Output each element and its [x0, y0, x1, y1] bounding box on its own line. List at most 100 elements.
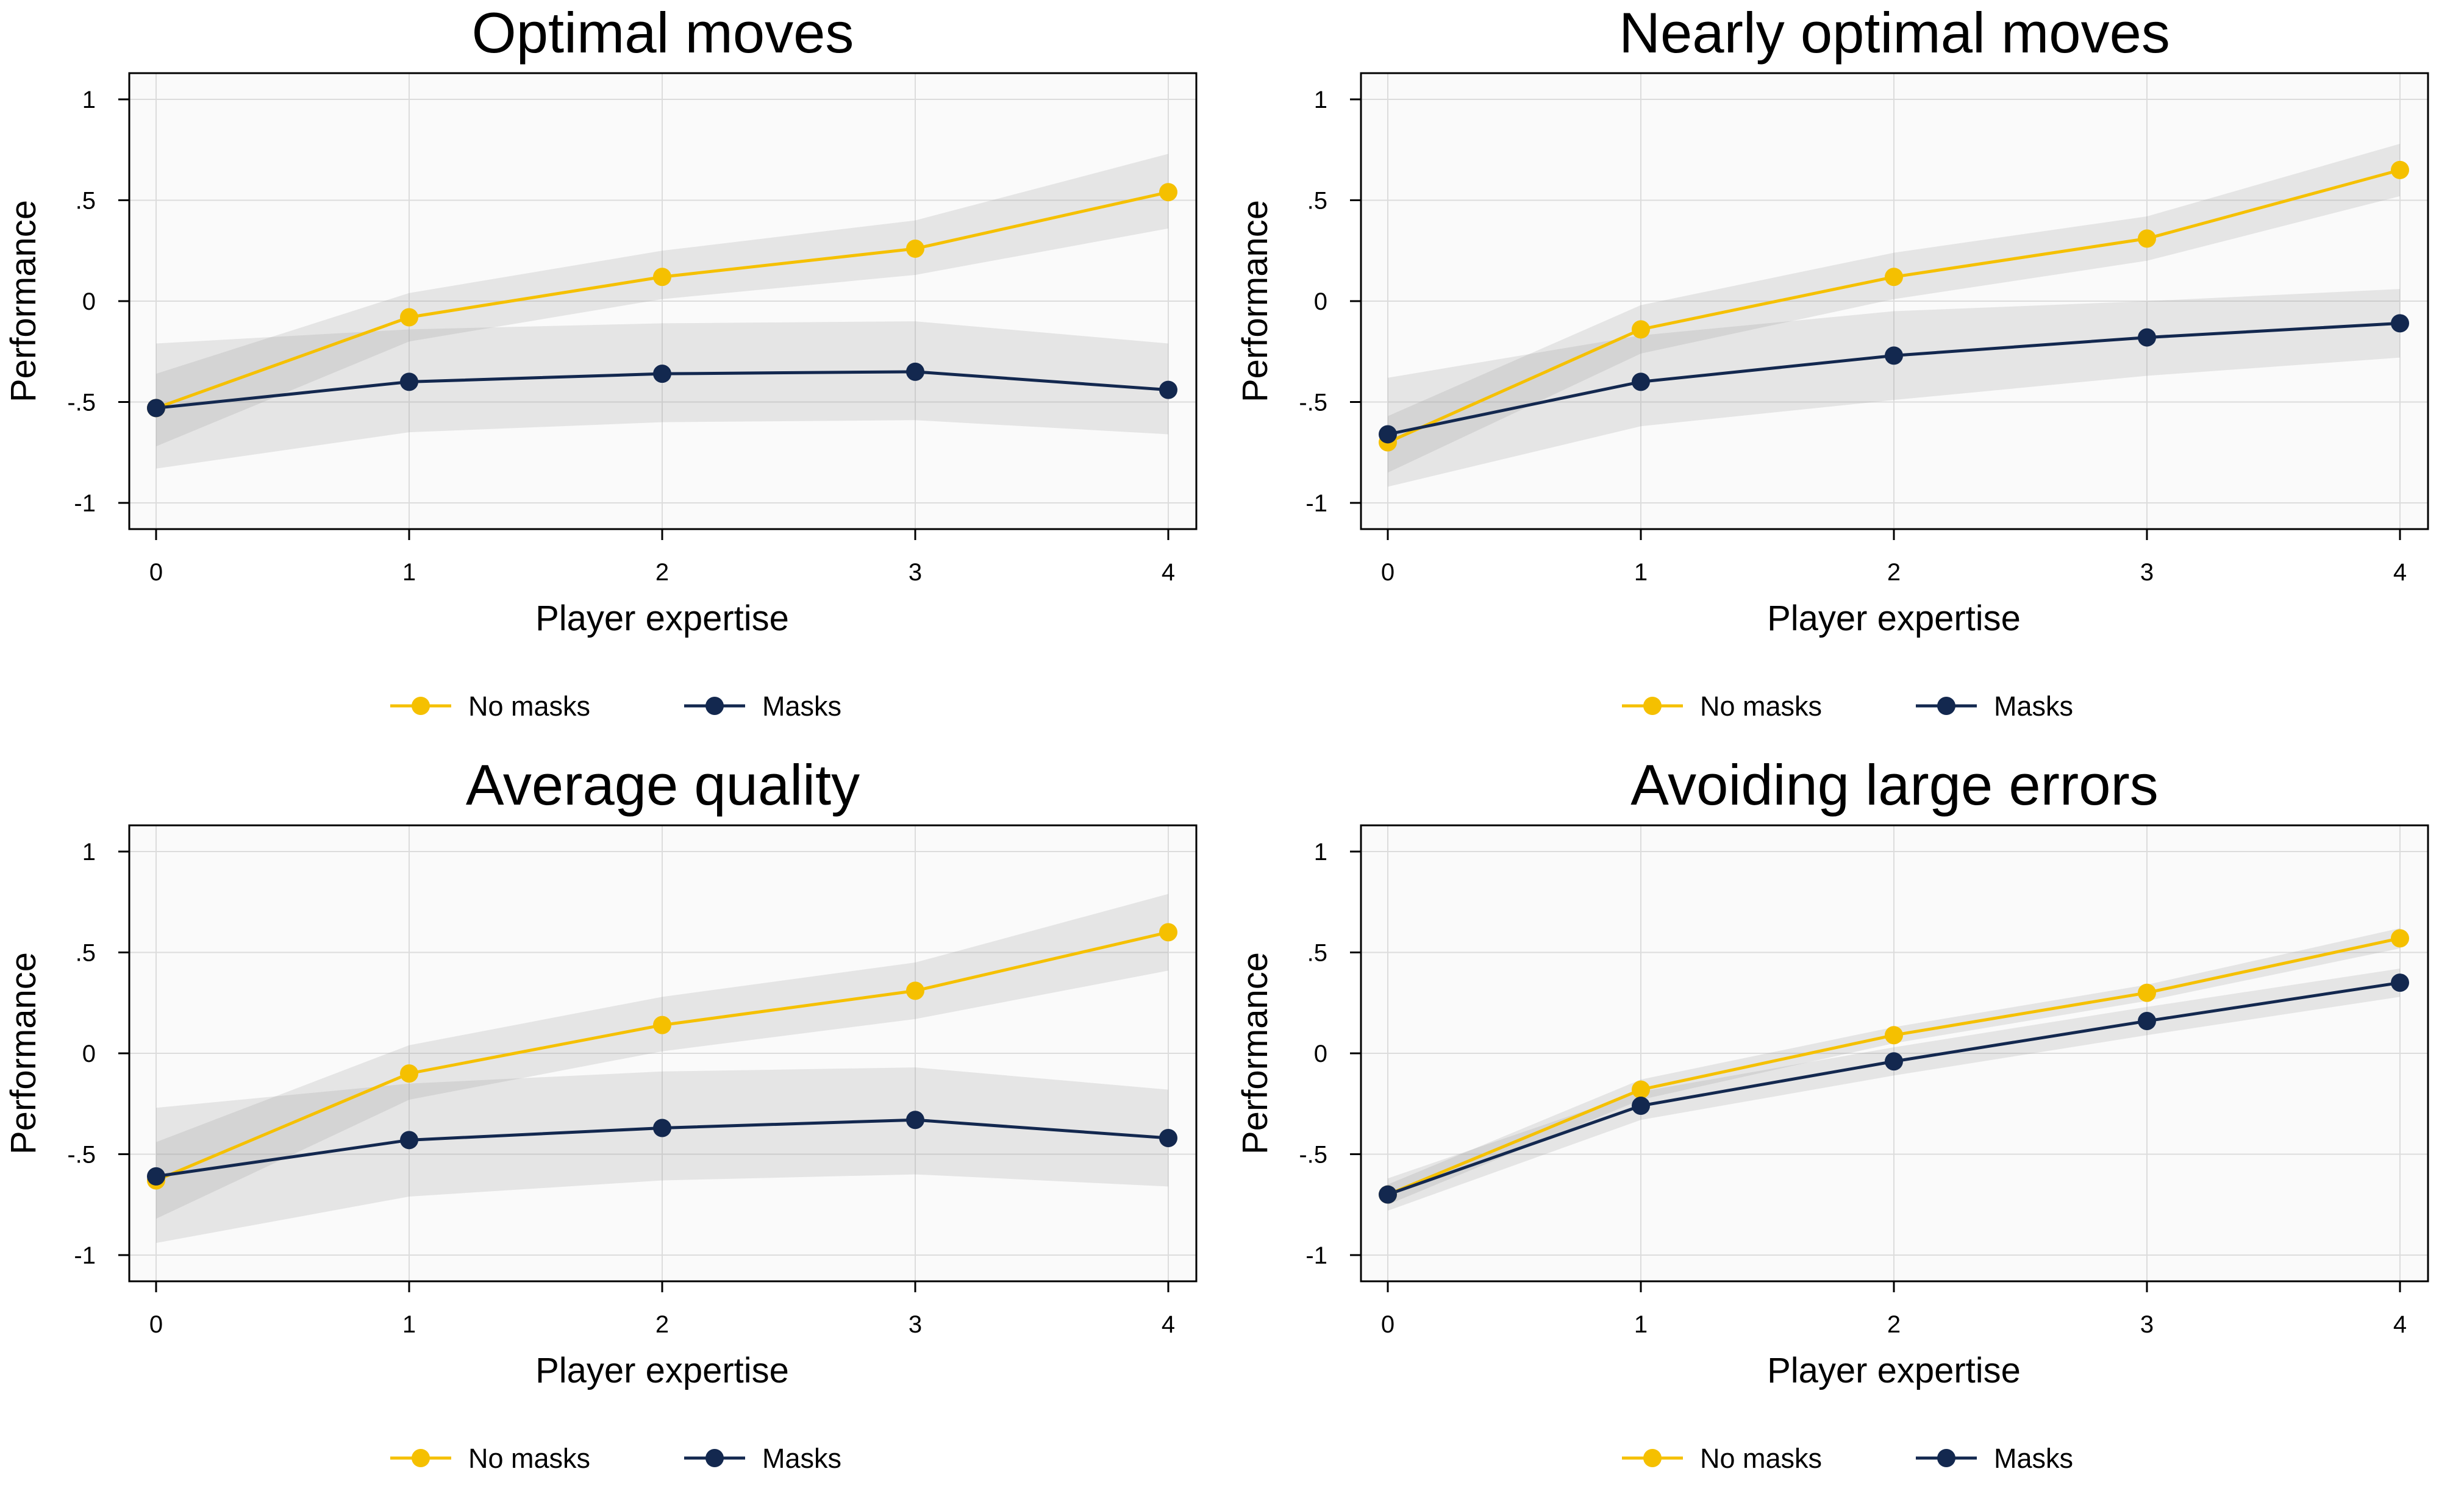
x-tick-label: 3: [909, 559, 922, 586]
y-tick-label: 1: [1314, 839, 1327, 866]
no-masks-point: [2391, 929, 2409, 948]
x-tick-label: 1: [402, 1311, 416, 1338]
masks-point: [147, 399, 165, 418]
y-tick-label: 1: [82, 839, 96, 866]
y-tick-label: .5: [1307, 188, 1327, 215]
y-axis-label: Performance: [1235, 200, 1275, 402]
no-masks-point: [400, 308, 418, 327]
x-tick-label: 0: [149, 559, 163, 586]
x-tick-label: 0: [149, 1311, 163, 1338]
masks-point: [2138, 328, 2156, 347]
y-tick-label: -1: [1305, 1242, 1327, 1269]
legend-no-masks-label: No masks: [1700, 1443, 1822, 1474]
y-tick-label: 0: [1314, 288, 1327, 315]
y-tick-label: 1: [82, 87, 96, 113]
chart-title: Nearly optimal moves: [1619, 1, 2170, 65]
chart-nearly-optimal-moves: 1 .5 0 -.5 -1 0 1 2 3 4 Nearly optimal moves Player…: [1232, 0, 2463, 752]
y-tick-label: -1: [74, 490, 96, 517]
no-masks-point: [1632, 320, 1650, 339]
x-tick-label: 1: [1634, 1311, 1648, 1338]
chart-svg: 1 .5 0 -.5 -1 0 1 2 3 4 Nearly optimal moves Player…: [1235, 1, 2429, 722]
x-axis-label: Player expertise: [1767, 599, 2021, 638]
masks-point: [1885, 346, 1903, 365]
chart-svg: 1 .5 0 -.5 -1 0 1 2 3 4 Average quality Player expe…: [4, 753, 1198, 1474]
legend-masks-marker: [1937, 697, 1955, 715]
no-masks-point: [1159, 923, 1177, 942]
y-tick-label: -.5: [67, 1141, 96, 1168]
legend-masks-label: Masks: [1994, 691, 2073, 722]
no-masks-point: [2391, 160, 2409, 179]
y-tick-label: 0: [82, 1041, 96, 1067]
legend-no-masks-label: No masks: [1700, 691, 1822, 722]
chart-average-quality: 1 .5 0 -.5 -1 0 1 2 3 4 Average quality Player expe…: [0, 752, 1232, 1504]
x-tick-label: 0: [1381, 1311, 1394, 1338]
x-tick-label: 4: [1162, 1311, 1175, 1338]
masks-point: [400, 372, 418, 391]
no-masks-point: [653, 1016, 671, 1034]
masks-ci-band: [156, 321, 1168, 469]
chart-title: Optimal moves: [472, 1, 854, 65]
no-masks-ci-band: [1388, 143, 2400, 473]
y-tick-label: .5: [76, 940, 96, 967]
x-tick-label: 4: [1162, 559, 1175, 586]
x-tick-label: 1: [402, 559, 416, 586]
y-axis-label: Performance: [1235, 952, 1275, 1155]
legend-masks-label: Masks: [762, 1443, 841, 1474]
x-tick-label: 1: [1634, 559, 1648, 586]
chart-optimal-moves: 1 .5 0 -.5 -1 0 1 2 3 4 Optimal moves Player expert…: [0, 0, 1232, 752]
masks-point: [1885, 1052, 1903, 1071]
x-tick-label: 4: [2393, 1311, 2407, 1338]
chart-avoiding-large-errors: 1 .5 0 -.5 -1 0 1 2 3 4 Avoiding large errors Playe…: [1232, 752, 2463, 1504]
no-masks-point: [1159, 183, 1177, 202]
masks-point: [653, 365, 671, 383]
y-tick-label: -.5: [1299, 389, 1327, 416]
masks-point: [1632, 1097, 1650, 1115]
no-masks-point: [1885, 1026, 1903, 1045]
legend-no-masks-marker: [1643, 1449, 1662, 1467]
x-axis-label: Player expertise: [1767, 1351, 2021, 1390]
masks-point: [1159, 1129, 1177, 1148]
masks-point: [2391, 973, 2409, 992]
masks-point: [147, 1167, 165, 1186]
x-tick-label: 4: [2393, 559, 2407, 586]
x-axis-label: Player expertise: [535, 1351, 789, 1390]
no-masks-point: [653, 268, 671, 286]
masks-point: [1379, 425, 1397, 444]
x-tick-label: 0: [1381, 559, 1394, 586]
masks-point: [1379, 1185, 1397, 1204]
no-masks-ci-band: [156, 894, 1168, 1219]
y-tick-label: -1: [1305, 490, 1327, 517]
masks-point: [400, 1131, 418, 1150]
y-axis-label: Performance: [4, 952, 43, 1155]
masks-point: [2391, 314, 2409, 333]
x-tick-label: 3: [2140, 1311, 2154, 1338]
legend-no-masks-marker: [412, 697, 430, 715]
x-tick-label: 2: [655, 1311, 669, 1338]
legend-masks-marker: [1937, 1449, 1955, 1467]
legend-no-masks-marker: [412, 1449, 430, 1467]
x-tick-label: 3: [909, 1311, 922, 1338]
chart-svg: 1 .5 0 -.5 -1 0 1 2 3 4 Avoiding large errors Playe…: [1235, 753, 2429, 1474]
chart-title: Average quality: [466, 753, 860, 817]
legend-no-masks-label: No masks: [468, 1443, 590, 1474]
legend-masks-label: Masks: [762, 691, 841, 722]
no-masks-point: [1885, 268, 1903, 286]
x-tick-label: 2: [1887, 1311, 1901, 1338]
legend-masks-label: Masks: [1994, 1443, 2073, 1474]
y-tick-label: 1: [1314, 87, 1327, 113]
y-tick-label: -.5: [1299, 1141, 1327, 1168]
masks-point: [1159, 380, 1177, 399]
x-tick-label: 3: [2140, 559, 2154, 586]
y-tick-label: 0: [1314, 1041, 1327, 1067]
legend-masks-marker: [705, 697, 724, 715]
y-axis-label: Performance: [4, 200, 43, 402]
masks-point: [653, 1119, 671, 1137]
y-tick-label: .5: [76, 188, 96, 215]
masks-point: [1632, 372, 1650, 391]
no-masks-point: [1632, 1080, 1650, 1099]
no-masks-point: [906, 239, 924, 258]
no-masks-ci-band: [156, 154, 1168, 447]
y-tick-label: .5: [1307, 940, 1327, 967]
masks-point: [2138, 1012, 2156, 1031]
chart-svg: 1 .5 0 -.5 -1 0 1 2 3 4 Optimal moves Player expert…: [4, 1, 1198, 722]
